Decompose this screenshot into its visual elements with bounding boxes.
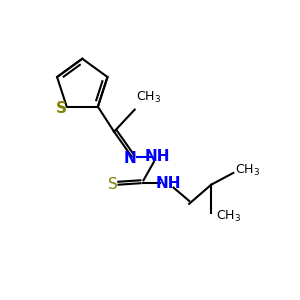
Text: NH: NH [145, 149, 170, 164]
Text: CH$_3$: CH$_3$ [235, 163, 260, 178]
Text: NH: NH [156, 176, 181, 191]
Text: S: S [56, 100, 67, 116]
Text: S: S [108, 177, 118, 192]
Text: CH$_3$: CH$_3$ [216, 208, 241, 224]
Text: CH$_3$: CH$_3$ [136, 90, 161, 105]
Text: N: N [124, 151, 136, 166]
